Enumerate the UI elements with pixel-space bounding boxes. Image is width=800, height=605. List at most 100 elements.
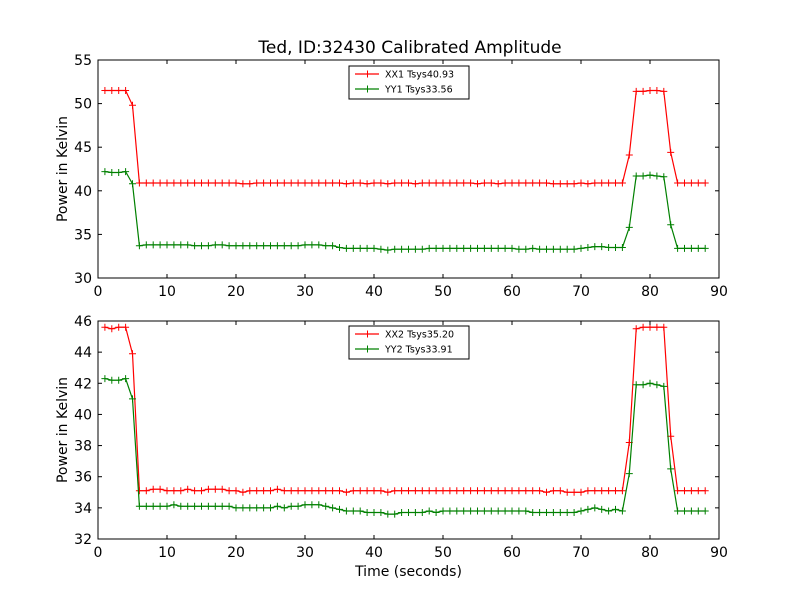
data-point <box>149 502 157 510</box>
data-point <box>156 502 164 510</box>
data-point <box>632 381 640 389</box>
data-point <box>246 180 254 188</box>
data-point <box>667 148 675 156</box>
data-point <box>308 241 316 249</box>
data-point <box>108 87 116 94</box>
data-point <box>425 487 433 495</box>
data-point <box>391 510 399 518</box>
data-point <box>694 244 702 252</box>
data-point <box>487 507 495 515</box>
data-point <box>467 179 475 187</box>
data-point <box>336 487 343 495</box>
data-point <box>543 488 550 496</box>
data-point <box>108 325 116 333</box>
data-point <box>115 376 123 384</box>
data-point <box>446 244 454 252</box>
data-point <box>342 244 350 252</box>
data-point <box>598 179 606 187</box>
data-point <box>363 509 371 516</box>
data-point <box>625 470 633 478</box>
data-point <box>239 180 247 188</box>
data-point <box>211 485 219 493</box>
y-tick-label: 42 <box>74 376 92 392</box>
data-point <box>246 504 254 512</box>
data-point <box>687 487 695 495</box>
data-point <box>439 179 447 187</box>
data-point <box>605 244 613 251</box>
data-point <box>536 509 544 516</box>
data-point <box>529 509 537 516</box>
data-point <box>253 179 261 187</box>
data-point <box>487 244 495 252</box>
data-point <box>322 502 330 510</box>
data-point <box>494 244 502 252</box>
data-point <box>453 244 461 252</box>
data-point <box>232 487 240 495</box>
data-point <box>432 244 440 252</box>
data-point <box>405 509 412 516</box>
data-point <box>142 241 150 249</box>
data-point <box>411 487 419 495</box>
data-point <box>494 487 502 495</box>
data-point <box>563 509 571 516</box>
data-point <box>549 487 557 495</box>
data-point <box>639 381 647 389</box>
data-point <box>135 502 143 510</box>
data-point <box>667 221 675 229</box>
y-tick-label: 40 <box>74 184 92 200</box>
data-point <box>191 502 199 510</box>
data-point <box>701 507 709 515</box>
data-point <box>474 487 481 495</box>
x-axis-label: Time (seconds) <box>354 564 462 580</box>
data-point <box>377 509 385 516</box>
data-point <box>632 87 640 95</box>
data-point <box>653 323 661 331</box>
data-point <box>356 507 364 515</box>
data-point <box>632 172 640 180</box>
x-tick-label: 40 <box>365 545 383 561</box>
data-point <box>584 505 592 513</box>
x-tick-label: 10 <box>158 284 176 300</box>
data-point <box>391 487 399 495</box>
data-point <box>694 487 702 495</box>
data-point <box>101 375 109 383</box>
data-point <box>453 507 461 515</box>
data-point <box>301 179 309 187</box>
data-point <box>149 179 157 187</box>
data-point <box>543 509 550 516</box>
data-point <box>336 179 343 187</box>
data-point <box>301 501 309 509</box>
data-point <box>377 487 385 495</box>
data-point <box>501 487 509 495</box>
data-point <box>218 241 226 249</box>
y-tick-label: 45 <box>74 140 92 156</box>
data-point <box>577 244 585 252</box>
data-point <box>198 487 205 495</box>
data-point <box>163 179 171 187</box>
x-tick-label: 90 <box>710 545 728 561</box>
data-point <box>501 179 509 187</box>
data-point <box>439 244 447 252</box>
data-point <box>191 487 199 495</box>
data-point <box>129 101 136 109</box>
data-point <box>598 243 606 251</box>
data-point <box>418 245 426 253</box>
data-point <box>349 487 357 495</box>
data-point <box>329 487 337 495</box>
plot-panel-2: 0 10 20 30 40 50 60 70 80 90 32 34 36 38 40 42 44 46 Power… <box>55 314 728 580</box>
data-point <box>474 180 481 188</box>
data-point <box>391 245 399 253</box>
data-point <box>315 241 323 249</box>
data-point <box>446 487 454 495</box>
data-point <box>225 502 233 510</box>
data-point <box>536 179 544 187</box>
data-point <box>142 502 150 510</box>
data-point <box>267 504 274 512</box>
data-point <box>191 179 199 187</box>
data-point <box>308 501 316 509</box>
data-point <box>577 488 585 496</box>
data-point <box>467 507 475 515</box>
data-point <box>377 245 385 253</box>
data-point <box>260 487 268 495</box>
